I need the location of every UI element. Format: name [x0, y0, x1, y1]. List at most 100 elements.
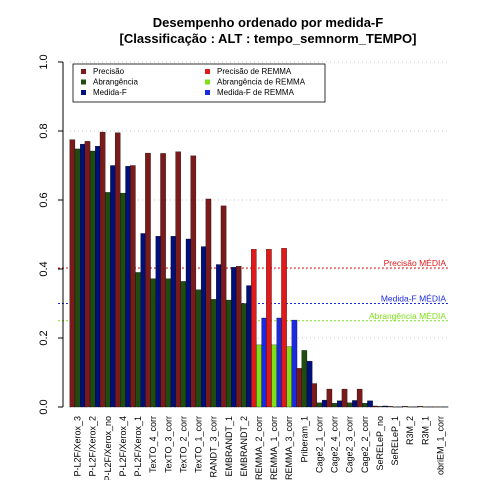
y-axis: 0.0 0.2 0.4 0.6 0.8 1.0 — [38, 54, 64, 415]
bar-precis-o-23 — [417, 406, 423, 408]
y-tick-label: 0.2 — [38, 330, 50, 345]
bar-precis-o-9 — [205, 198, 212, 408]
reference-line-label: Medida-F MÉDIA — [381, 294, 447, 304]
bar-medida-f-6 — [170, 236, 177, 408]
category-label: REMMA_3_corr — [284, 416, 294, 480]
bar-abrang-ncia-15 — [301, 350, 308, 408]
bar-abrang-ncia-11 — [241, 303, 247, 408]
bar-medida-f-13 — [276, 317, 283, 408]
reference-line-label: Precisão MÉDIA — [384, 258, 447, 268]
bar-abrang-ncia-5 — [150, 278, 156, 408]
bar-abrang-ncia-7 — [180, 281, 187, 408]
legend-label: Abrangência — [93, 78, 138, 87]
category-label: TexTO_4_corr — [148, 416, 158, 473]
category-label: P-L2F/Xerox_1 — [133, 416, 143, 477]
bar-medida-f-3 — [125, 166, 131, 408]
category-label: Cage2_1_corr — [314, 416, 324, 473]
category-label: P-L2F/Xerox_3 — [73, 416, 83, 477]
legend-label: Precisão de REMMA — [217, 67, 292, 76]
bar-abrang-ncia-24 — [437, 406, 444, 408]
bar-medida-f-10 — [231, 267, 237, 408]
category-label: REMMA_2_corr — [254, 416, 264, 480]
legend-label: Medida-F de REMMA — [217, 88, 295, 97]
bar-medida-f-4 — [140, 233, 146, 408]
bar-medida-f-23 — [427, 406, 434, 408]
category-label: REMMA_1_corr — [269, 416, 279, 480]
legend-swatch — [205, 69, 210, 74]
bar-precis-o-12 — [251, 249, 257, 408]
category-label: TexTO_3_corr — [163, 416, 173, 473]
category-label: Cage2_3_corr — [345, 416, 355, 473]
category-label: R3M_2 — [405, 416, 415, 445]
bar-precis-o-21 — [387, 406, 393, 408]
legend-swatch — [81, 69, 86, 74]
bar-medida-f-5 — [155, 236, 162, 408]
category-label: EMBRANDT_2 — [239, 416, 249, 477]
bar-medida-f-11 — [246, 285, 252, 408]
bar-precis-o-3 — [114, 132, 121, 408]
category-label: EMBRANDT_1 — [224, 416, 234, 477]
category-label: SeRELeP_1 — [390, 416, 400, 466]
category-label: RANDT_3_corr — [209, 416, 219, 478]
bar-medida-f-0 — [80, 143, 86, 408]
legend-label: Precisão — [93, 67, 125, 76]
bar-abrang-ncia-2 — [105, 192, 111, 408]
bar-abrang-ncia-14 — [286, 346, 292, 408]
bar-precis-o-5 — [145, 152, 151, 408]
bar-precis-o-4 — [130, 165, 136, 408]
bar-abrang-ncia-19 — [362, 403, 368, 408]
bar-abrang-ncia-9 — [210, 299, 217, 408]
bar-medida-f-24 — [442, 406, 449, 408]
y-tick-label: 1.0 — [38, 54, 50, 69]
category-label: P-L2F/Xerox_2 — [88, 416, 98, 477]
bar-abrang-ncia-16 — [316, 402, 323, 408]
bar-abrang-ncia-17 — [331, 403, 338, 408]
category-label: TexTO_2_corr — [178, 416, 188, 473]
bar-precis-o-8 — [190, 155, 197, 408]
legend-label: Abrangência de REMMA — [217, 78, 306, 87]
bar-precis-o-22 — [402, 406, 408, 408]
bar-precis-o-1 — [84, 141, 91, 408]
bar-abrang-ncia-21 — [392, 406, 398, 408]
bar-precis-o-19 — [356, 388, 363, 408]
category-label: R3M_1 — [420, 416, 430, 445]
bar-precis-o-0 — [69, 139, 76, 408]
category-label: SeRELeP_no — [375, 416, 385, 471]
bar-abrang-ncia-6 — [165, 278, 172, 408]
bar-precis-o-13 — [266, 249, 272, 408]
legend-swatch — [81, 90, 86, 95]
chart-title-line2: [Classificação : ALT : tempo_semnorm_TEM… — [120, 31, 417, 46]
category-label: obriEM_1_corr — [435, 416, 445, 475]
bar-abrang-ncia-22 — [407, 406, 413, 408]
bar-precis-o-7 — [175, 151, 181, 408]
bar-precis-o-15 — [296, 368, 302, 408]
bar-medida-f-9 — [216, 264, 222, 408]
x-axis-labels: P-L2F/Xerox_3 P-L2F/Xerox_2 P-L2F/Xerox_no… — [73, 416, 446, 480]
bar-abrang-ncia-10 — [226, 299, 232, 408]
bar-medida-f-21 — [397, 406, 404, 408]
bar-abrang-ncia-18 — [346, 402, 353, 408]
category-label: P-L2F/Xerox_no — [103, 416, 113, 480]
category-label: Cage2_2_corr — [360, 416, 370, 473]
bar-precis-o-14 — [281, 248, 287, 408]
bar-precis-o-18 — [341, 388, 348, 408]
bar-precis-o-6 — [160, 153, 166, 408]
category-label: Cage2_4_corr — [330, 416, 340, 473]
bar-medida-f-2 — [110, 165, 116, 408]
reference-line-label: Abrangência MÉDIA — [369, 311, 446, 321]
bar-medida-f-18 — [352, 400, 358, 408]
bar-medida-f-15 — [306, 360, 313, 408]
bar-medida-f-19 — [367, 400, 373, 408]
bar-abrang-ncia-3 — [120, 192, 126, 408]
bar-medida-f-17 — [337, 400, 343, 408]
bar-precis-o-11 — [235, 266, 242, 408]
bar-medida-f-20 — [382, 405, 388, 408]
bar-abrang-ncia-8 — [195, 289, 202, 408]
legend-swatch — [205, 79, 210, 85]
legend-label: Medida-F — [93, 88, 127, 97]
bars — [69, 131, 449, 408]
bar-medida-f-16 — [321, 399, 328, 408]
bar-precis-o-24 — [432, 406, 438, 408]
